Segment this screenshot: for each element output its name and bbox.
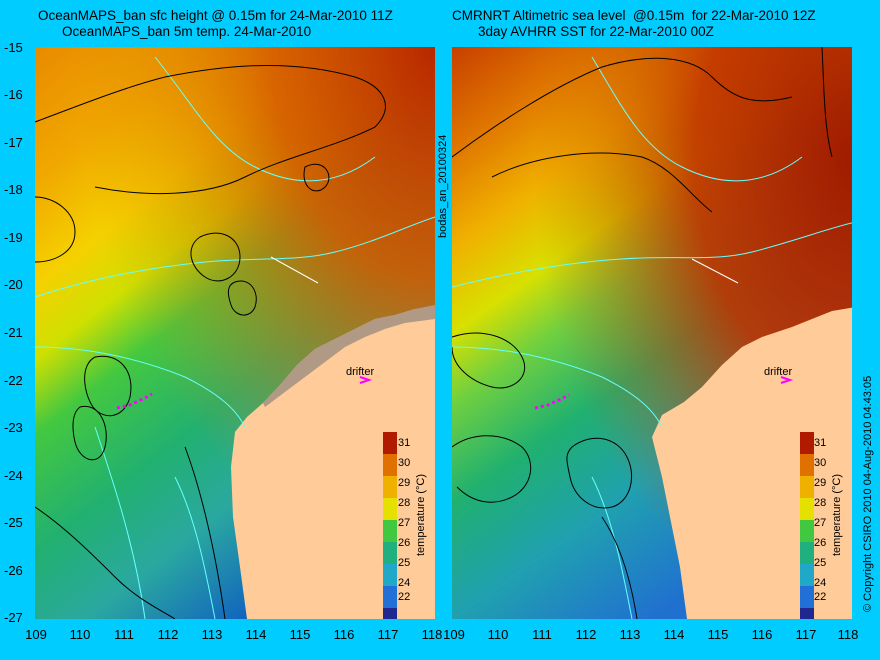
lon-tick: 115 bbox=[707, 627, 729, 642]
isobath bbox=[452, 222, 852, 288]
left-drifter-label: drifter bbox=[346, 366, 375, 378]
ssh-contour bbox=[227, 280, 257, 316]
ssh-contour bbox=[452, 332, 526, 389]
cbar-tick: 30 bbox=[814, 457, 827, 469]
drifter-track bbox=[116, 392, 153, 410]
ssh-contour bbox=[35, 506, 176, 619]
cbar-tick: 30 bbox=[398, 457, 411, 469]
copyright-label: © Copyright CSIRO 2010 04-Aug-2010 04:43… bbox=[862, 375, 874, 612]
lon-tick: 109 bbox=[443, 627, 465, 642]
lon-tick: 112 bbox=[157, 627, 179, 642]
cbar-tick: 24 bbox=[814, 577, 827, 589]
cbar-tick: 31 bbox=[814, 437, 827, 449]
lat-tick: -20 bbox=[4, 277, 23, 292]
lat-tick: -25 bbox=[4, 515, 23, 530]
cbar-tick: 28 bbox=[398, 497, 411, 509]
isobath bbox=[35, 216, 435, 298]
lon-tick: 109 bbox=[25, 627, 47, 642]
lat-tick: -18 bbox=[4, 182, 23, 197]
ssh-contour bbox=[84, 355, 132, 417]
lon-tick: 110 bbox=[487, 627, 509, 642]
lat-tick: -24 bbox=[4, 468, 23, 483]
cbar-tick: 26 bbox=[398, 537, 411, 549]
ssh-contour bbox=[601, 516, 638, 619]
right-colorbar-label: temperature (°C) bbox=[831, 473, 843, 556]
colorbar bbox=[800, 432, 814, 619]
lat-tick: -17 bbox=[4, 135, 23, 150]
cbar-tick: 25 bbox=[398, 557, 411, 569]
lat-tick: -21 bbox=[4, 325, 23, 340]
isobath bbox=[591, 476, 633, 619]
ssh-contour bbox=[303, 164, 330, 192]
lon-tick: 114 bbox=[245, 627, 267, 642]
run-id-label: bodas_an_20100324 bbox=[437, 134, 449, 238]
isobath bbox=[452, 346, 663, 428]
ssh-contour bbox=[184, 446, 226, 619]
ssh-contour bbox=[821, 47, 833, 158]
isobath bbox=[154, 56, 376, 182]
lat-tick: -19 bbox=[4, 230, 23, 245]
drifter-arrow-icon bbox=[780, 376, 794, 384]
lat-tick: -16 bbox=[4, 87, 23, 102]
land-coastal-strip bbox=[263, 305, 435, 407]
left-map-panel bbox=[35, 47, 435, 619]
right-title-line2: 3day AVHRR SST for 22-Mar-2010 00Z bbox=[478, 24, 714, 39]
lon-tick: 111 bbox=[532, 627, 552, 642]
isobath bbox=[94, 426, 146, 619]
lon-tick: 118 bbox=[837, 627, 859, 642]
lon-tick: 114 bbox=[663, 627, 685, 642]
cbar-tick: 24 bbox=[398, 577, 411, 589]
cbar-tick: 26 bbox=[814, 537, 827, 549]
ssh-contour bbox=[491, 152, 713, 213]
lon-tick: 117 bbox=[377, 627, 399, 642]
drifter-track bbox=[534, 393, 570, 410]
left-title-line1: OceanMAPS_ban sfc height @ 0.15m for 24-… bbox=[38, 8, 393, 23]
lon-tick: 113 bbox=[201, 627, 223, 642]
left-colorbar-label: temperature (°C) bbox=[415, 473, 427, 556]
lat-tick: -26 bbox=[4, 563, 23, 578]
cbar-tick: 25 bbox=[814, 557, 827, 569]
cbar-tick: 27 bbox=[814, 517, 827, 529]
right-map-panel bbox=[452, 47, 852, 619]
lon-tick: 115 bbox=[289, 627, 311, 642]
ssh-contour bbox=[452, 435, 532, 503]
cbar-tick: 29 bbox=[814, 477, 827, 489]
lon-tick: 117 bbox=[795, 627, 817, 642]
lat-tick: -22 bbox=[4, 373, 23, 388]
lat-tick: -15 bbox=[4, 40, 23, 55]
right-map-svg bbox=[452, 47, 852, 619]
isobath bbox=[174, 476, 216, 619]
lon-tick: 116 bbox=[751, 627, 773, 642]
drifter-arrow-icon bbox=[359, 376, 373, 384]
lat-tick: -27 bbox=[4, 610, 23, 625]
ssh-contour bbox=[566, 437, 633, 509]
isobath bbox=[591, 56, 803, 182]
cbar-tick: 27 bbox=[398, 517, 411, 529]
lon-tick: 113 bbox=[619, 627, 641, 642]
left-title-line2: OceanMAPS_ban 5m temp. 24-Mar-2010 bbox=[62, 24, 312, 39]
cbar-tick: 22 bbox=[398, 591, 411, 603]
isobath bbox=[35, 346, 246, 428]
lon-tick: 112 bbox=[575, 627, 597, 642]
ssh-contour bbox=[72, 405, 107, 460]
left-map-svg bbox=[35, 47, 435, 619]
section-line bbox=[691, 258, 739, 284]
lon-tick: 111 bbox=[114, 627, 134, 642]
cbar-tick: 31 bbox=[398, 437, 411, 449]
right-title-line1: CMRNRT Altimetric sea level @0.15m for 2… bbox=[452, 8, 816, 23]
cbar-tick: 29 bbox=[398, 477, 411, 489]
ssh-contour bbox=[190, 232, 241, 282]
cbar-tick: 28 bbox=[814, 497, 827, 509]
lon-tick: 116 bbox=[333, 627, 355, 642]
colorbar bbox=[383, 432, 397, 619]
cbar-tick: 22 bbox=[814, 591, 827, 603]
lon-tick: 110 bbox=[69, 627, 91, 642]
ssh-contour bbox=[35, 196, 76, 263]
lon-tick: 118 bbox=[421, 627, 443, 642]
ssh-contour bbox=[35, 64, 386, 195]
ssh-contour bbox=[452, 57, 793, 158]
right-drifter-label: drifter bbox=[764, 366, 793, 378]
section-line bbox=[270, 256, 319, 284]
lat-tick: -23 bbox=[4, 420, 23, 435]
